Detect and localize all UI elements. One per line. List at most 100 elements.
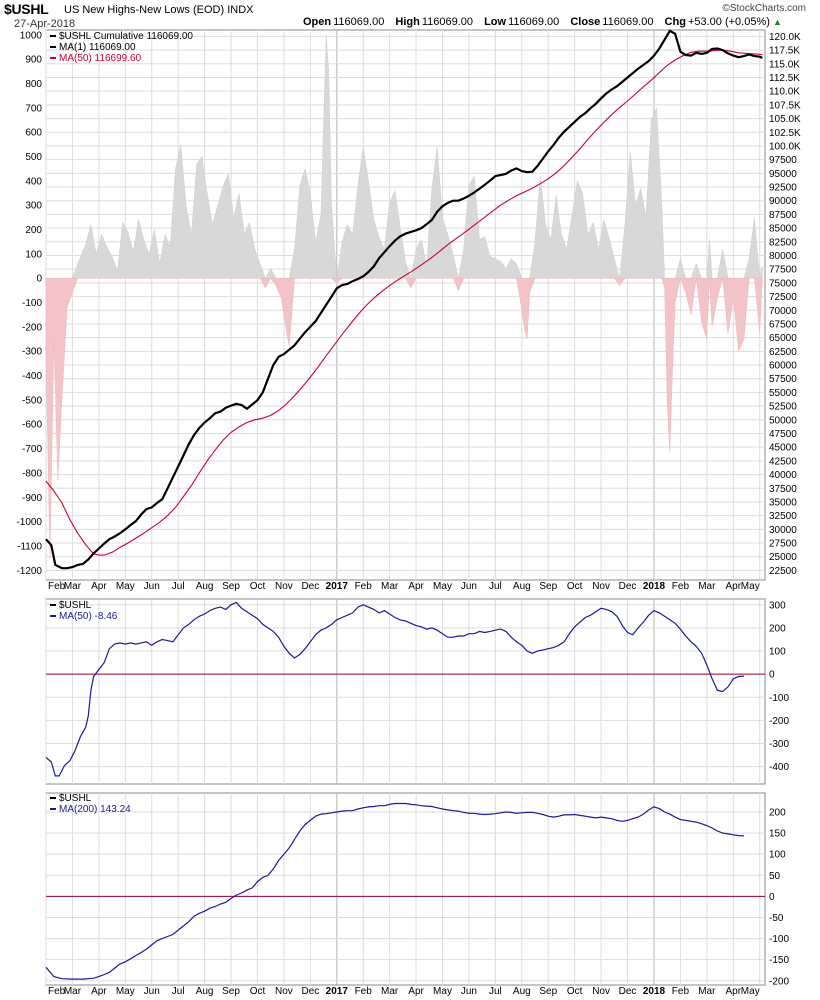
right-tick-label: 200	[769, 807, 786, 818]
right-tick-label: 47500	[769, 429, 797, 440]
panel-frame	[45, 792, 766, 986]
ma50-line	[45, 49, 763, 556]
right-tick-label: 75000	[769, 278, 797, 289]
right-tick-label: 37500	[769, 484, 797, 495]
right-tick-label: 32500	[769, 511, 797, 522]
x-tick-label: 2017	[326, 581, 349, 592]
right-tick-label: 300	[769, 600, 786, 611]
right-tick-label: 42500	[769, 456, 797, 467]
x-tick-label: Feb	[355, 581, 373, 592]
x-tick-label: Mar	[64, 986, 82, 997]
x-tick-label: Jul	[172, 581, 185, 592]
right-tick-label: 40000	[769, 470, 797, 481]
symbol-title: $USHL	[4, 1, 49, 17]
panel-frame	[45, 598, 766, 785]
ohlc-readout: Open 116069.00 High 116069.00 Low 116069.00…	[303, 16, 782, 28]
x-tick-label: Apr	[725, 986, 741, 997]
right-tick-label: 50000	[769, 415, 797, 426]
middle-legend-label: $USHL	[59, 600, 92, 611]
right-tick-label: 80000	[769, 251, 797, 262]
x-tick-label: Apr	[408, 581, 424, 592]
x-tick-label: Jun	[144, 986, 160, 997]
x-tick-label: Feb	[355, 986, 373, 997]
left-tick-label: 100	[25, 249, 42, 260]
right-tick-label: 55000	[769, 388, 797, 399]
x-tick-label: Sep	[539, 581, 557, 592]
up-triangle-icon: ▲	[772, 17, 782, 27]
right-tick-label: 120.0K	[769, 32, 801, 43]
right-tick-label: 70000	[769, 306, 797, 317]
left-tick-label: 600	[25, 128, 42, 139]
right-tick-label: 90000	[769, 196, 797, 207]
bottom-legend-label: MA(200) 143.24	[59, 804, 131, 815]
x-tick-label: Jun	[144, 581, 160, 592]
left-tick-label: -1200	[16, 566, 42, 577]
right-tick-label: 82500	[769, 237, 797, 248]
daily-positive-area	[45, 34, 763, 279]
right-tick-label: -100	[769, 934, 789, 945]
daily-negative-area	[45, 277, 763, 559]
x-tick-label: Jun	[461, 986, 477, 997]
ma200-panel-line	[45, 802, 744, 980]
x-tick-label: Mar	[64, 581, 82, 592]
exchange-text: INDX	[227, 4, 254, 16]
x-tick-label: Nov	[275, 986, 293, 997]
main-legend-label: MA(50) 116699.60	[59, 53, 142, 64]
left-tick-label: -500	[22, 395, 42, 406]
right-tick-label: 115.0K	[769, 59, 800, 70]
right-tick-label: -100	[769, 693, 789, 704]
chg-value: +53.00 (+0.05%)	[687, 16, 770, 28]
x-tick-label: May	[433, 581, 452, 592]
main-legend-swatch	[50, 46, 56, 48]
x-tick-label: Nov	[275, 581, 293, 592]
x-tick-label: Dec	[301, 581, 319, 592]
x-tick-label: Mar	[698, 581, 716, 592]
right-tick-label: 100	[769, 850, 786, 861]
x-tick-label: Oct	[567, 986, 583, 997]
x-tick-label: May	[116, 581, 135, 592]
x-tick-label: Jun	[461, 581, 477, 592]
right-tick-label: 200	[769, 623, 786, 634]
right-tick-label: 27500	[769, 539, 797, 550]
left-tick-label: 900	[25, 55, 42, 66]
left-tick-label: -400	[22, 371, 42, 382]
right-tick-label: -200	[769, 976, 789, 987]
stockcharts-credit: ©StockCharts.com	[722, 3, 806, 14]
right-tick-label: 112.5K	[769, 73, 800, 84]
x-tick-label: Feb	[48, 581, 66, 592]
x-tick-label: May	[741, 581, 760, 592]
left-tick-label: -1100	[17, 541, 42, 552]
x-tick-label: Oct	[250, 581, 266, 592]
right-tick-label: 67500	[769, 319, 797, 330]
x-tick-label: Jul	[489, 986, 502, 997]
description-text: US New Highs-New Lows (EOD)	[64, 4, 225, 16]
right-tick-label: 102.5K	[769, 128, 801, 139]
x-tick-label: Oct	[567, 581, 583, 592]
close-label: Close	[570, 16, 601, 28]
right-tick-label: 30000	[769, 525, 797, 536]
x-tick-label: Dec	[619, 581, 637, 592]
x-tick-label: Dec	[619, 986, 637, 997]
x-tick-label: Apr	[725, 581, 741, 592]
main-legend-label: $USHL Cumulative 116069.00	[59, 31, 193, 42]
open-value: 116069.00	[333, 16, 385, 28]
right-tick-label: -200	[769, 716, 789, 727]
cumulative-line	[45, 29, 763, 570]
bottom-legend-label: $USHL	[59, 793, 92, 804]
middle-legend-swatch	[50, 615, 56, 617]
bottom-legend-swatch	[50, 808, 56, 810]
x-tick-label: Sep	[222, 581, 240, 592]
x-tick-label: Apr	[408, 986, 424, 997]
x-tick-label: Aug	[513, 986, 531, 997]
right-tick-label: 117.5K	[769, 46, 800, 57]
right-tick-label: 110.0K	[769, 87, 800, 98]
x-tick-label: Apr	[91, 986, 107, 997]
close-value: 116069.00	[602, 16, 654, 28]
right-tick-label: -50	[769, 913, 784, 924]
left-tick-label: -1000	[16, 517, 42, 528]
right-tick-label: 97500	[769, 155, 797, 166]
main-legend-swatch	[50, 35, 56, 37]
right-tick-label: 100	[769, 647, 786, 658]
ma50-panel-line	[45, 601, 744, 777]
left-tick-label: -200	[22, 322, 42, 333]
